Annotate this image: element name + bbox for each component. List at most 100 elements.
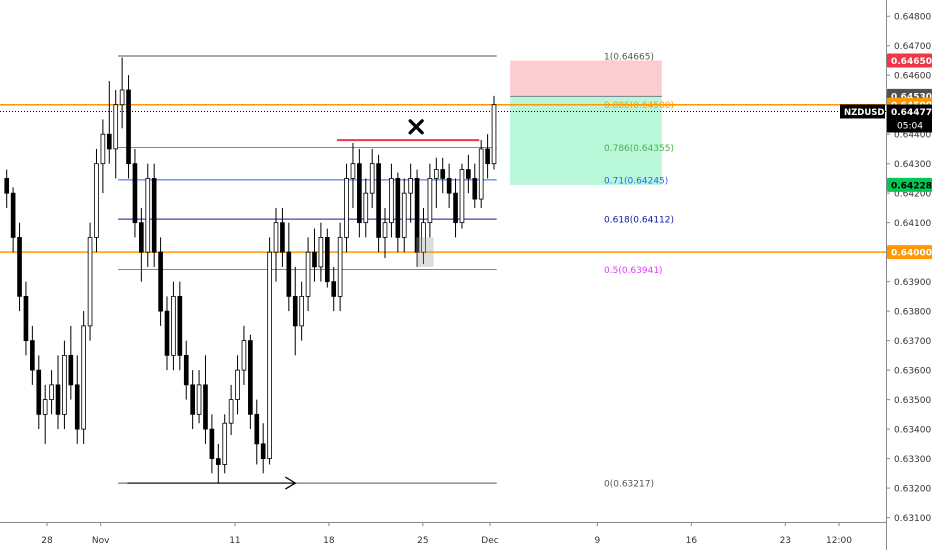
candle[interactable]: [113, 89, 119, 179]
take-profit-zone[interactable]: [510, 95, 662, 185]
candle[interactable]: [203, 355, 208, 444]
candle[interactable]: [318, 222, 324, 282]
candle[interactable]: [408, 163, 413, 223]
candle[interactable]: [337, 222, 343, 312]
candle[interactable]: [350, 143, 356, 208]
candle[interactable]: [196, 370, 202, 424]
candle[interactable]: [36, 355, 42, 430]
candle[interactable]: [241, 325, 247, 385]
stop-loss-zone[interactable]: [510, 60, 662, 96]
candle-body: [10, 192, 16, 238]
candle[interactable]: [466, 154, 471, 194]
arrow-right-icon[interactable]: [127, 476, 297, 490]
plot-area[interactable]: [0, 0, 886, 522]
candle[interactable]: [369, 148, 375, 208]
candle[interactable]: [414, 169, 420, 267]
candle[interactable]: [126, 75, 131, 179]
candle[interactable]: [280, 207, 285, 267]
candle[interactable]: [171, 281, 176, 371]
candle[interactable]: [228, 384, 234, 435]
candle[interactable]: [222, 414, 228, 474]
candle[interactable]: [248, 334, 253, 430]
candle[interactable]: [10, 187, 16, 253]
candle[interactable]: [485, 134, 490, 179]
candle[interactable]: [331, 266, 337, 312]
candle[interactable]: [446, 163, 452, 208]
candle[interactable]: [376, 154, 381, 253]
candle[interactable]: [260, 423, 266, 474]
candle[interactable]: [158, 237, 163, 326]
candle[interactable]: [344, 163, 349, 253]
candle[interactable]: [132, 148, 138, 238]
candle[interactable]: [401, 178, 407, 253]
candle[interactable]: [395, 172, 401, 253]
candle-body: [433, 169, 439, 179]
candle[interactable]: [382, 207, 388, 259]
symbol-badge[interactable]: NZDUSD: [840, 104, 885, 119]
candle[interactable]: [139, 207, 144, 282]
candle[interactable]: [23, 281, 29, 356]
candle[interactable]: [145, 163, 151, 267]
candle[interactable]: [55, 355, 61, 430]
cross-marker-icon[interactable]: [408, 119, 424, 135]
candle[interactable]: [491, 95, 497, 170]
candle[interactable]: [324, 228, 330, 288]
candle[interactable]: [299, 281, 304, 341]
candle[interactable]: [363, 178, 369, 238]
candle[interactable]: [164, 296, 170, 371]
candle[interactable]: [433, 157, 439, 208]
candle[interactable]: [106, 81, 112, 164]
price-badge[interactable]: 0.64000: [887, 245, 932, 260]
candle[interactable]: [74, 355, 80, 444]
candle-body: [42, 399, 48, 415]
candle[interactable]: [305, 237, 311, 312]
candle[interactable]: [235, 355, 240, 415]
candle[interactable]: [119, 57, 125, 129]
candle[interactable]: [183, 340, 189, 400]
candle[interactable]: [215, 443, 221, 484]
candle[interactable]: [357, 148, 362, 238]
candle[interactable]: [177, 281, 183, 371]
candle[interactable]: [472, 163, 478, 208]
candle[interactable]: [427, 163, 433, 238]
candle[interactable]: [68, 325, 74, 400]
candle[interactable]: [42, 384, 48, 444]
y-tick-label: 0.64100: [894, 219, 931, 229]
candle[interactable]: [273, 207, 279, 282]
price-badge[interactable]: 0.64228: [887, 177, 932, 192]
candle-body: [299, 295, 304, 327]
candle[interactable]: [478, 140, 484, 208]
candle[interactable]: [453, 178, 458, 238]
candle[interactable]: [209, 414, 215, 474]
candle[interactable]: [312, 228, 317, 282]
candle[interactable]: [286, 222, 292, 312]
candle[interactable]: [17, 222, 22, 312]
candle[interactable]: [87, 222, 93, 341]
candle[interactable]: [421, 207, 426, 264]
candle-body: [408, 178, 413, 194]
candle[interactable]: [62, 340, 67, 430]
candle[interactable]: [81, 311, 86, 444]
candle-body: [478, 148, 484, 200]
candle[interactable]: [292, 266, 298, 356]
candle-body: [324, 237, 330, 283]
price-badge-text: 0.64530: [891, 92, 932, 102]
price-badge[interactable]: 0.64650: [887, 53, 932, 68]
candle[interactable]: [459, 163, 465, 229]
candle[interactable]: [151, 163, 157, 267]
candle[interactable]: [30, 325, 35, 385]
candle[interactable]: [94, 148, 99, 253]
candle[interactable]: [254, 399, 260, 465]
last-price-badge[interactable]: 0.64477 05:04: [887, 104, 932, 133]
candle[interactable]: [4, 169, 10, 208]
candle-body: [151, 178, 157, 253]
candle[interactable]: [267, 237, 272, 465]
candle[interactable]: [190, 370, 195, 430]
x-tick-label: 18: [323, 536, 335, 546]
candle[interactable]: [49, 370, 54, 415]
candle[interactable]: [389, 163, 394, 238]
candle[interactable]: [100, 119, 106, 194]
candle[interactable]: [440, 157, 446, 194]
